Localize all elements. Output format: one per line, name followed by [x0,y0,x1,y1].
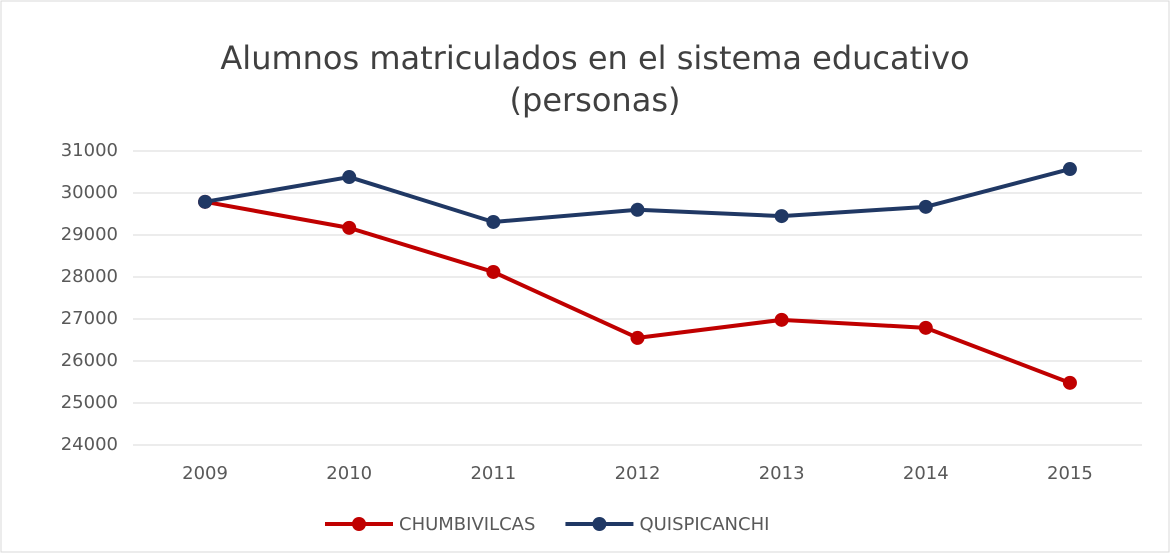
legend-marker [352,517,366,531]
y-tick-label: 30000 [61,182,118,203]
data-point [774,209,789,224]
x-tick-label: 2012 [615,463,661,484]
legend-label: CHUMBIVILCAS [399,514,535,535]
legend-marker [592,517,607,531]
data-point [198,194,213,209]
y-tick-label: 31000 [61,140,118,161]
data-point [630,330,645,345]
data-point [486,214,501,229]
data-point [1062,162,1077,177]
chart-title: (personas) [510,81,681,119]
y-tick-label: 24000 [61,434,118,455]
data-point [918,320,933,335]
y-tick-label: 26000 [61,350,118,371]
data-point [1062,375,1077,390]
legend-label: QUISPICANCHI [639,514,769,535]
y-tick-label: 27000 [61,308,118,329]
chart-title: Alumnos matriculados en el sistema educa… [220,39,969,77]
x-tick-label: 2010 [326,463,372,484]
x-tick-label: 2015 [1047,463,1093,484]
x-tick-label: 2014 [903,463,949,484]
y-tick-label: 28000 [61,266,118,287]
y-tick-label: 25000 [61,392,118,413]
data-point [774,312,789,327]
data-point [486,264,501,279]
data-point [342,170,357,185]
y-tick-label: 29000 [61,224,118,245]
data-point [630,202,645,217]
x-tick-label: 2009 [182,463,228,484]
data-point [342,220,357,235]
x-tick-label: 2013 [759,463,805,484]
data-point [918,199,933,214]
x-tick-label: 2011 [470,463,516,484]
